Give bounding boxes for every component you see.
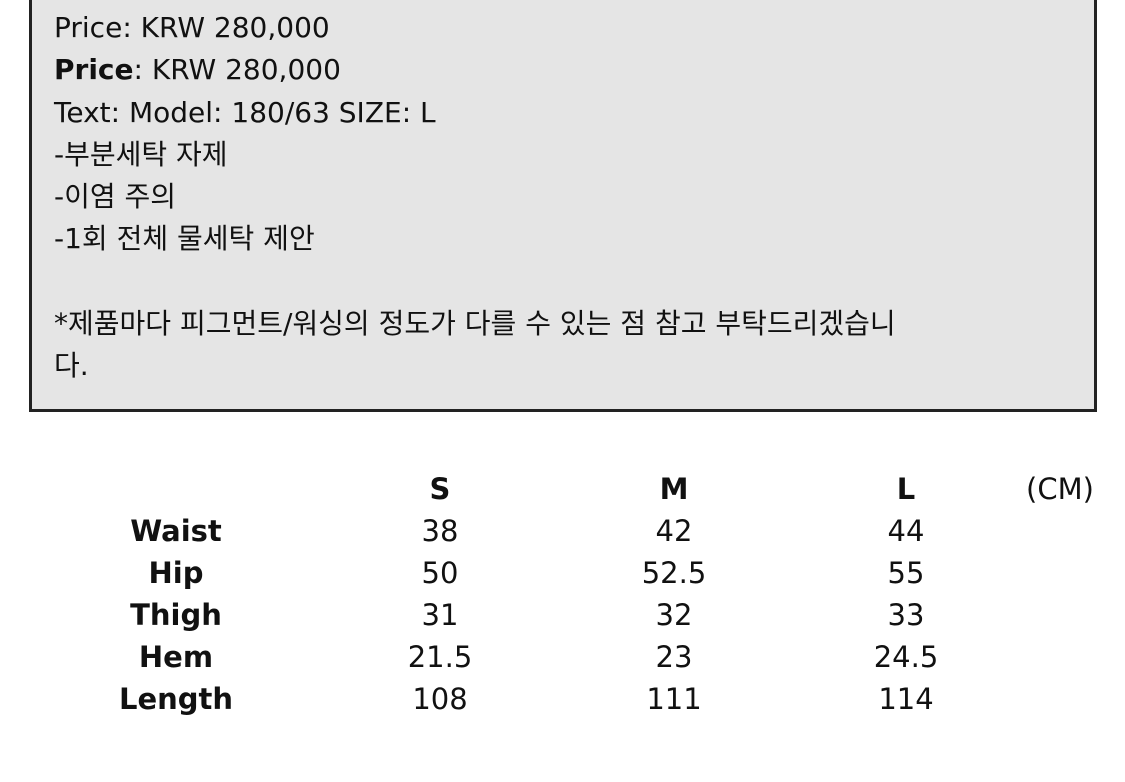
measurement-value: 33 bbox=[887, 598, 925, 632]
measurement-value: 38 bbox=[421, 514, 459, 548]
disclaimer: *제품마다 피그먼트/워싱의 정도가 다를 수 있는 점 참고 부탁드리겠습니 bbox=[54, 307, 896, 341]
price-label: Price bbox=[54, 11, 123, 44]
measurement-label: Length bbox=[118, 682, 234, 716]
measurement-value: 32 bbox=[655, 598, 693, 632]
size-header-s: S bbox=[429, 472, 451, 506]
unit-label: (CM) bbox=[1026, 472, 1094, 506]
measurement-value: 44 bbox=[887, 514, 925, 548]
price-line: Price: KRW 280,000 bbox=[54, 7, 896, 49]
model-line: Text: Model: 180/63 SIZE: L bbox=[54, 92, 896, 134]
measurement-value: 21.5 bbox=[407, 640, 473, 674]
measurement-label: Thigh bbox=[130, 598, 222, 632]
size-row: Waist 38 42 44 bbox=[0, 510, 1125, 552]
size-header-m: M bbox=[659, 472, 689, 506]
measurement-label: Hip bbox=[148, 556, 204, 590]
measurement-value: 24.5 bbox=[873, 640, 939, 674]
measurement-value: 111 bbox=[646, 682, 702, 716]
size-header-row: S M L (CM) bbox=[0, 468, 1125, 510]
size-row: Hip 50 52.5 55 bbox=[0, 552, 1125, 594]
model-value: : Model: 180/63 SIZE: L bbox=[110, 95, 436, 129]
care-note: -이염 주의 bbox=[54, 180, 177, 214]
care-note: -1회 전체 물세탁 제안 bbox=[54, 222, 315, 256]
size-row: Length 108 111 114 bbox=[0, 678, 1125, 720]
measurement-value: 23 bbox=[655, 640, 693, 674]
measurement-value: 50 bbox=[421, 556, 459, 590]
price-value: : KRW 280,000 bbox=[122, 11, 330, 44]
measurement-label: Hem bbox=[138, 640, 214, 674]
measurement-value: 52.5 bbox=[641, 556, 707, 590]
product-info-box: Price: KRW 280,000 Price: KRW 280,000 Te… bbox=[29, 0, 1097, 412]
measurement-value: 114 bbox=[878, 682, 934, 716]
price-line-bold: Price: KRW 280,000 bbox=[54, 49, 896, 91]
measurement-value: 108 bbox=[412, 682, 468, 716]
disclaimer-cont: 다. bbox=[54, 349, 89, 383]
care-note: -부분세탁 자제 bbox=[54, 137, 228, 171]
measurement-value: 31 bbox=[421, 598, 459, 632]
size-header-l: L bbox=[896, 472, 916, 506]
measurement-label: Waist bbox=[130, 514, 222, 548]
measurement-value: 42 bbox=[655, 514, 693, 548]
price-value: : KRW 280,000 bbox=[133, 53, 341, 87]
size-row: Thigh 31 32 33 bbox=[0, 594, 1125, 636]
size-row: Hem 21.5 23 24.5 bbox=[0, 636, 1125, 678]
text-label: Text bbox=[54, 95, 111, 129]
measurement-value: 55 bbox=[887, 556, 925, 590]
price-label: Price bbox=[54, 53, 134, 87]
